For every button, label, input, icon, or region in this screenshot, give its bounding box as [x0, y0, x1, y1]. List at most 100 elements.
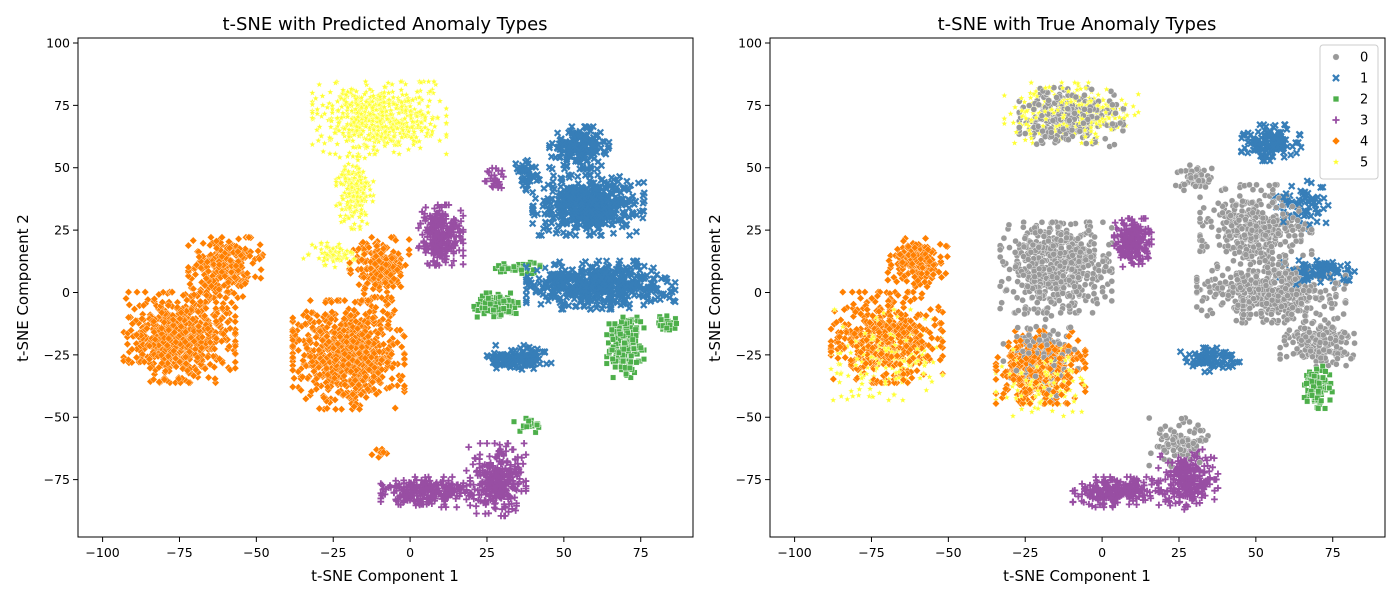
scatter-point-class-5 — [323, 103, 331, 111]
scatter-point-class-4 — [199, 239, 208, 248]
scatter-point-class-1 — [492, 341, 500, 349]
scatter-point-class-2 — [628, 352, 635, 359]
scatter-point-class-1 — [528, 188, 537, 197]
scatter-point-class-1 — [537, 300, 545, 308]
scatter-point-class-3 — [459, 247, 467, 254]
scatter-point-class-5 — [385, 89, 393, 96]
scatter-point-class-5 — [404, 145, 413, 153]
scatter-point-class-5 — [336, 153, 344, 161]
scatter-point-class-3 — [486, 453, 493, 460]
scatter-point-class-5 — [363, 219, 371, 227]
scatter-point-class-1 — [549, 172, 558, 180]
scatter-point-class-5 — [313, 126, 321, 133]
scatter-point-class-1 — [640, 178, 648, 187]
scatter-point-class-3 — [483, 440, 491, 447]
scatter-point-class-4 — [251, 272, 260, 281]
scatter-point-class-4 — [123, 340, 132, 349]
scatter-point-class-5 — [416, 144, 424, 152]
scatter-points — [119, 77, 680, 520]
scatter-point-class-5 — [442, 104, 450, 112]
scatter-point-class-4 — [133, 288, 141, 297]
scatter-point-class-1 — [553, 129, 562, 137]
scatter-point-class-2 — [611, 320, 618, 327]
scatter-point-class-4 — [184, 241, 193, 250]
scatter-point-class-3 — [448, 473, 456, 481]
scatter-point-class-3 — [520, 440, 528, 447]
scatter-point-class-4 — [290, 374, 299, 383]
scatter-point-class-2 — [637, 318, 644, 325]
scatter-point-class-2 — [474, 314, 481, 320]
scatter-point-class-1 — [609, 229, 618, 237]
scatter-point-class-4 — [405, 245, 414, 254]
scatter-point-class-1 — [625, 304, 633, 312]
chart-title: t-SNE with Predicted Anomaly Types — [222, 14, 547, 35]
scatter-point-class-5 — [413, 87, 421, 95]
scatter-point-class-4 — [331, 405, 340, 414]
scatter-point-class-1 — [536, 279, 544, 287]
scatter-point-class-2 — [610, 374, 617, 381]
scatter-point-class-2 — [603, 331, 610, 338]
scatter-point-class-3 — [469, 461, 477, 468]
scatter-point-class-2 — [620, 358, 627, 365]
scatter-point-class-2 — [513, 310, 520, 317]
scatter-point-class-3 — [465, 443, 473, 451]
scatter-point-class-2 — [612, 364, 619, 371]
scatter-point-class-5 — [369, 197, 377, 205]
scatter-point-class-4 — [204, 373, 213, 382]
scatter-point-class-3 — [466, 502, 474, 509]
scatter-point-class-3 — [519, 460, 527, 468]
scatter-point-class-5 — [321, 139, 329, 147]
scatter-point-class-1 — [557, 183, 565, 191]
scatter-point-class-1 — [639, 214, 647, 222]
scatter-point-class-3 — [491, 440, 499, 447]
scatter-point-class-3 — [448, 261, 456, 269]
scatter-point-class-3 — [498, 167, 506, 175]
scatter-point-class-3 — [503, 457, 511, 465]
scatter-point-class-3 — [422, 204, 430, 211]
scatter-point-class-4 — [367, 233, 376, 242]
scatter-point-class-1 — [615, 172, 624, 181]
scatter-point-class-2 — [606, 320, 612, 327]
scatter-point-class-2 — [630, 345, 637, 352]
scatter-point-class-3 — [466, 480, 474, 488]
scatter-point-class-5 — [424, 102, 432, 110]
scatter-point-class-4 — [391, 404, 400, 413]
scatter-point-class-1 — [597, 176, 605, 184]
scatter-point-class-1 — [632, 228, 641, 236]
scatter-point-class-2 — [507, 290, 514, 297]
scatter-point-class-5 — [308, 100, 317, 108]
scatter-point-class-3 — [471, 454, 479, 462]
scatter-point-class-5 — [406, 102, 414, 110]
scatter-point-class-5 — [333, 140, 341, 148]
scatter-point-class-2 — [641, 324, 647, 331]
scatter-point-class-2 — [523, 423, 530, 430]
scatter-point-class-2 — [671, 325, 678, 332]
scatter-point-class-4 — [189, 236, 198, 245]
scatter-point-class-4 — [315, 404, 324, 413]
scatter-point-class-5 — [336, 200, 344, 208]
scatter-point-class-5 — [318, 92, 327, 100]
scatter-point-class-5 — [308, 140, 317, 148]
scatter-point-class-4 — [362, 393, 371, 402]
scatter-point-class-3 — [476, 440, 484, 447]
scatter-point-class-1 — [626, 231, 634, 240]
scatter-point-class-2 — [483, 289, 490, 296]
scatter-point-class-1 — [541, 264, 549, 272]
scatter-point-class-2 — [532, 429, 539, 436]
scatter-point-class-5 — [308, 89, 317, 97]
scatter-point-class-2 — [632, 326, 639, 333]
scatter-point-class-4 — [256, 274, 265, 283]
scatter-point-class-3 — [485, 509, 493, 517]
scatter-point-class-4 — [206, 241, 215, 250]
scatter-point-class-2 — [610, 336, 616, 343]
scatter-point-class-3 — [511, 494, 519, 501]
scatter-point-class-5 — [442, 111, 450, 119]
scatter-point-class-1 — [547, 359, 555, 367]
scatter-point-class-5 — [319, 147, 327, 155]
scatter-point-class-3 — [463, 467, 470, 474]
scatter-point-class-3 — [453, 503, 461, 511]
scatter-point-class-3 — [459, 260, 467, 268]
scatter-point-class-4 — [388, 374, 397, 383]
scatter-point-class-1 — [623, 177, 631, 185]
